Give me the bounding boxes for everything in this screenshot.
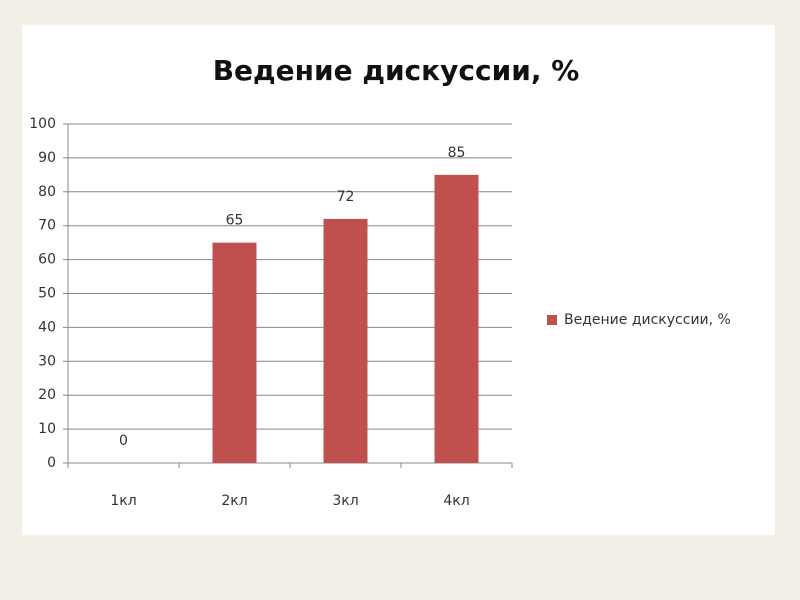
y-tick-label: 20 [38, 387, 56, 403]
y-tick-label: 100 [29, 116, 56, 132]
x-tick-label: 1кл [110, 493, 136, 509]
legend-label: Ведение дискуссии, % [564, 312, 731, 328]
y-tick-label: 30 [38, 353, 56, 369]
data-label: 0 [119, 433, 128, 449]
bar [434, 174, 479, 463]
data-label: 85 [448, 145, 466, 161]
y-tick-label: 0 [47, 455, 56, 471]
y-tick-label: 40 [38, 319, 56, 335]
data-label: 72 [337, 189, 355, 205]
bar [212, 242, 257, 463]
legend-swatch [547, 315, 557, 325]
y-tick-label: 10 [38, 421, 56, 437]
y-tick-label: 90 [38, 150, 56, 166]
y-tick-label: 60 [38, 252, 56, 268]
chart-area [22, 25, 775, 535]
x-tick-label: 4кл [443, 493, 469, 509]
data-label: 65 [226, 213, 244, 229]
x-tick-label: 3кл [332, 493, 358, 509]
chart-title: Ведение дискуссии, % [213, 54, 580, 87]
y-tick-label: 50 [38, 286, 56, 302]
y-tick-label: 80 [38, 184, 56, 200]
y-tick-label: 70 [38, 218, 56, 234]
x-tick-label: 2кл [221, 493, 247, 509]
bar [323, 218, 368, 463]
